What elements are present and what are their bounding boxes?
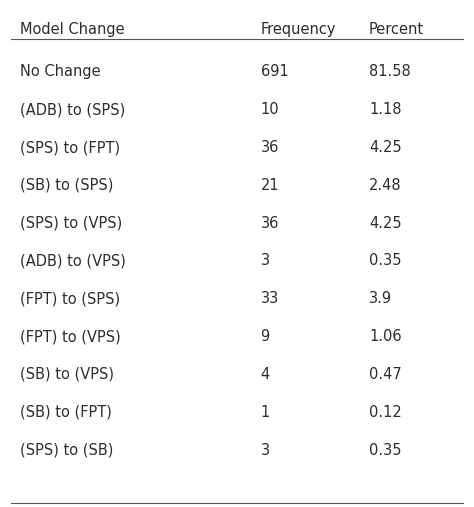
Text: 21: 21	[261, 178, 279, 193]
Text: 3.9: 3.9	[369, 292, 392, 306]
Text: (SB) to (VPS): (SB) to (VPS)	[20, 367, 114, 382]
Text: 4: 4	[261, 367, 270, 382]
Text: (ADB) to (VPS): (ADB) to (VPS)	[20, 254, 126, 269]
Text: 0.35: 0.35	[369, 254, 401, 269]
Text: (FPT) to (SPS): (FPT) to (SPS)	[20, 292, 120, 306]
Text: 0.35: 0.35	[369, 443, 401, 458]
Text: (FPT) to (VPS): (FPT) to (VPS)	[20, 329, 121, 344]
Text: Frequency: Frequency	[261, 22, 336, 37]
Text: (SPS) to (VPS): (SPS) to (VPS)	[20, 215, 122, 231]
Text: 33: 33	[261, 292, 279, 306]
Text: 0.47: 0.47	[369, 367, 401, 382]
Text: 1.18: 1.18	[369, 102, 401, 117]
Text: (SPS) to (FPT): (SPS) to (FPT)	[20, 140, 120, 155]
Text: 36: 36	[261, 215, 279, 231]
Text: 10: 10	[261, 102, 279, 117]
Text: 2.48: 2.48	[369, 178, 401, 193]
Text: 4.25: 4.25	[369, 215, 401, 231]
Text: 36: 36	[261, 140, 279, 155]
Text: 4.25: 4.25	[369, 140, 401, 155]
Text: (ADB) to (SPS): (ADB) to (SPS)	[20, 102, 126, 117]
Text: 691: 691	[261, 64, 288, 80]
Text: 0.12: 0.12	[369, 405, 401, 420]
Text: 81.58: 81.58	[369, 64, 410, 80]
Text: 1.06: 1.06	[369, 329, 401, 344]
Text: Model Change: Model Change	[20, 22, 125, 37]
Text: (SB) to (SPS): (SB) to (SPS)	[20, 178, 114, 193]
Text: (SB) to (FPT): (SB) to (FPT)	[20, 405, 112, 420]
Text: (SPS) to (SB): (SPS) to (SB)	[20, 443, 114, 458]
Text: 9: 9	[261, 329, 270, 344]
Text: 1: 1	[261, 405, 270, 420]
Text: No Change: No Change	[20, 64, 101, 80]
Text: 3: 3	[261, 254, 270, 269]
Text: 3: 3	[261, 443, 270, 458]
Text: Percent: Percent	[369, 22, 424, 37]
